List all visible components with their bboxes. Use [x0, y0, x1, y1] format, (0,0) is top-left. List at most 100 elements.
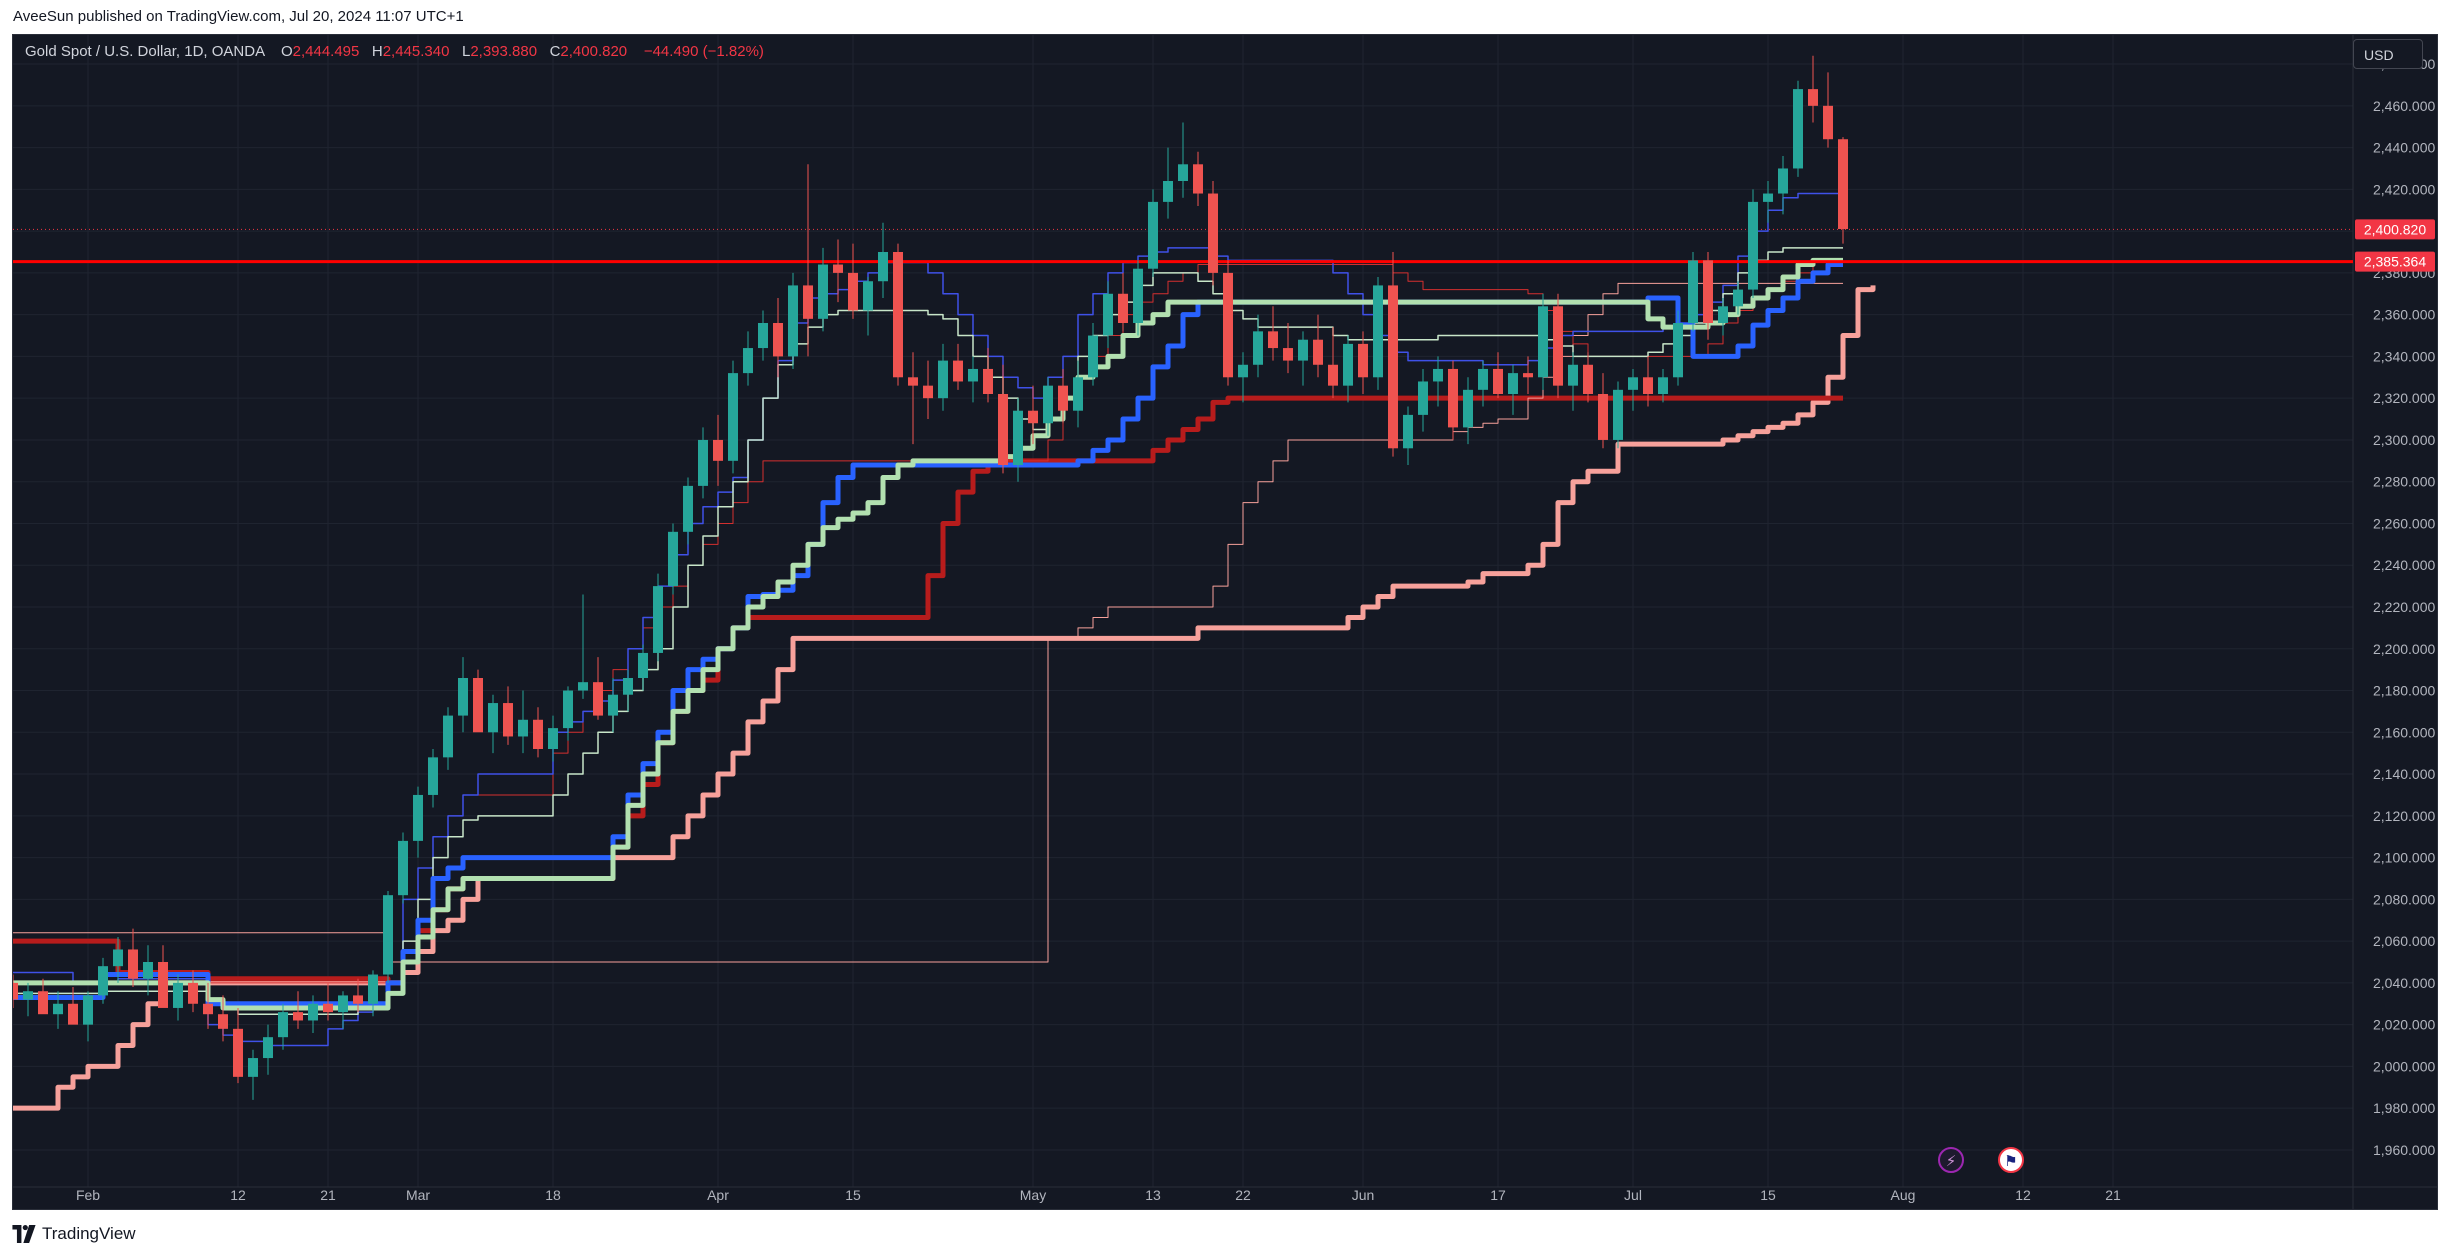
candle-body [848, 272, 858, 311]
candle [1538, 293, 1548, 390]
candle [248, 1049, 258, 1100]
candle [143, 945, 153, 996]
candle [13, 974, 18, 1008]
candle-body [398, 840, 408, 896]
candle [218, 995, 228, 1042]
candle [803, 164, 813, 357]
x-tick-label: 17 [1490, 1187, 1506, 1203]
candle [968, 356, 978, 403]
candle-body [968, 368, 978, 382]
candle-body [1523, 373, 1533, 378]
candle [548, 715, 558, 762]
candle-body [938, 360, 948, 399]
lightning-event-icon[interactable]: ⚡ [1938, 1147, 1964, 1173]
candle-body [428, 757, 438, 795]
candle [728, 360, 738, 474]
candle [83, 991, 93, 1042]
candle [773, 297, 783, 378]
candle [593, 657, 603, 720]
candle [983, 348, 993, 403]
tradingview-brand[interactable]: TradingView [12, 1224, 136, 1244]
candle-body [1733, 289, 1743, 307]
candle-body [683, 485, 693, 532]
low-label: L [461, 43, 471, 60]
candle [1613, 381, 1623, 449]
price-chart[interactable]: 2,480.0002,460.0002,440.0002,420.0002,40… [13, 35, 2438, 1210]
candle-body [488, 703, 498, 733]
candle-body [1148, 201, 1158, 269]
currency-button[interactable]: USD [2353, 39, 2423, 69]
candle [1718, 297, 1728, 336]
candle-body [68, 1003, 78, 1025]
candle [503, 686, 513, 745]
chart-pane[interactable]: 2,480.0002,460.0002,440.0002,420.0002,40… [12, 34, 2438, 1210]
candle-body [1028, 410, 1038, 424]
candle [383, 891, 393, 983]
candle [353, 978, 363, 1013]
x-tick-label: 22 [1235, 1187, 1251, 1203]
x-tick-label: 21 [320, 1187, 336, 1203]
candle [1583, 352, 1593, 403]
candle [1523, 356, 1533, 394]
brand-name: TradingView [42, 1224, 136, 1243]
candle-body [923, 385, 933, 399]
candle-body [863, 281, 873, 311]
symbol-legend: Gold Spot / U.S. Dollar, 1D, OANDA O2,44… [25, 43, 764, 60]
candle-body [878, 252, 888, 282]
chart-background [13, 35, 2437, 1209]
y-tick-label: 2,240.000 [2373, 557, 2435, 573]
candle [533, 707, 543, 758]
candle [1133, 260, 1143, 336]
candle [1373, 277, 1383, 390]
candle [788, 272, 798, 369]
change-value: −44.490 (−1.82%) [643, 43, 764, 60]
candle-body [1748, 201, 1758, 290]
candle [683, 477, 693, 545]
candle-body [983, 368, 993, 394]
us-flag-event-icon[interactable]: ⚑ [1998, 1147, 2024, 1173]
candle-body [383, 895, 393, 975]
y-tick-label: 2,000.000 [2373, 1058, 2435, 1074]
high-value: 2,445.340 [382, 43, 450, 60]
candle-body [83, 995, 93, 1025]
candle [1193, 151, 1203, 207]
candle-body [98, 966, 108, 996]
y-tick-label: 2,260.000 [2373, 515, 2435, 531]
candle [623, 669, 633, 712]
candle [863, 277, 873, 336]
candle [893, 243, 903, 386]
high-label: H [371, 43, 383, 60]
candle-body [698, 439, 708, 486]
candle [113, 936, 123, 983]
candle [1043, 377, 1053, 436]
x-tick-label: Jul [1624, 1187, 1642, 1203]
candle [443, 707, 453, 770]
horizontal-level-label-bg [2355, 251, 2435, 272]
candle [1463, 377, 1473, 445]
x-tick-label: Jun [1352, 1187, 1375, 1203]
candle [518, 690, 528, 754]
candle [98, 957, 108, 1004]
candle-body [833, 264, 843, 273]
candle-body [1013, 410, 1023, 465]
candle-body [338, 995, 348, 1013]
candle-body [248, 1058, 258, 1077]
candle [1178, 122, 1188, 198]
candle-body [1313, 339, 1323, 365]
candle [338, 991, 348, 1029]
candle-body [1223, 272, 1233, 378]
candle [953, 343, 963, 390]
y-tick-label: 2,300.000 [2373, 432, 2435, 448]
y-tick-label: 2,040.000 [2373, 975, 2435, 991]
candle [188, 970, 198, 1013]
candle [743, 331, 753, 386]
lightning-event-icon-ring [1938, 1147, 1964, 1173]
y-tick-label: 1,960.000 [2373, 1142, 2435, 1158]
candle-body [1808, 89, 1818, 106]
candle-body [173, 982, 183, 1008]
candle [1208, 181, 1218, 286]
candle [1028, 385, 1038, 445]
candle [1553, 293, 1563, 399]
candle-body [1373, 285, 1383, 378]
candle-body [1463, 389, 1473, 428]
